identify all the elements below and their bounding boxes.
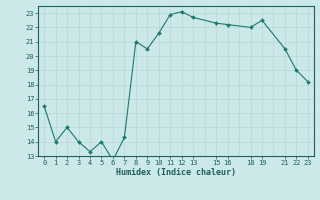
X-axis label: Humidex (Indice chaleur): Humidex (Indice chaleur) [116, 168, 236, 177]
